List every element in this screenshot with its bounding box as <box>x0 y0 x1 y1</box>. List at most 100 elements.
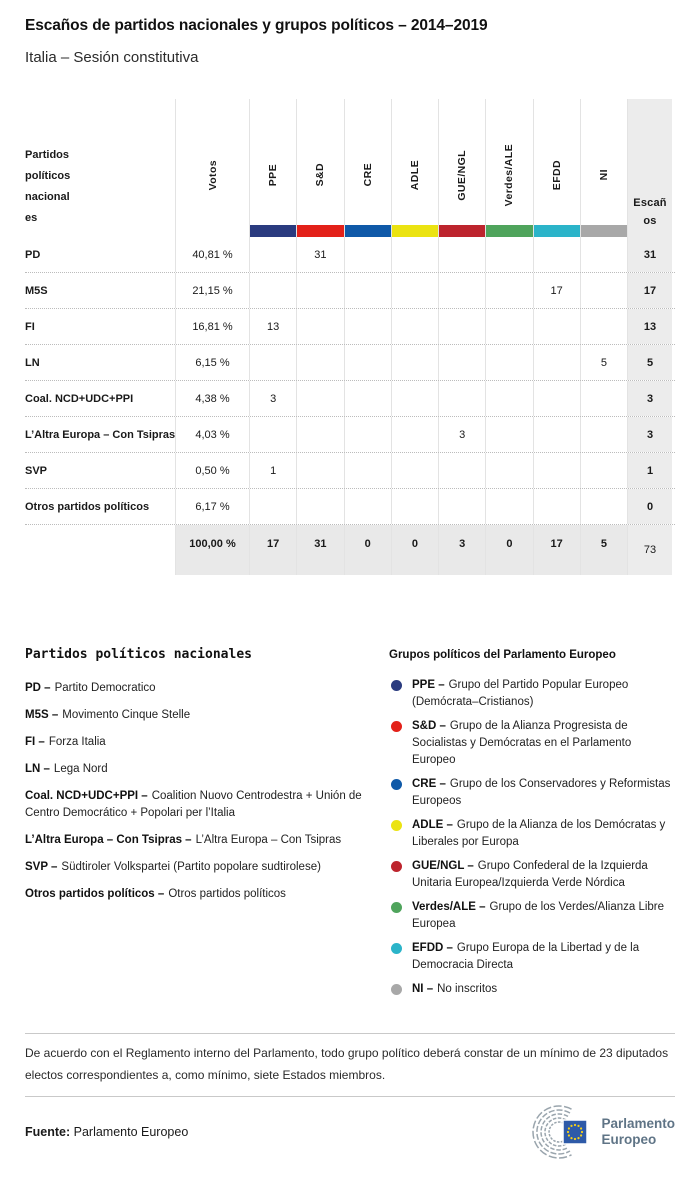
seat-cell <box>485 309 532 344</box>
votes-cell: 16,81 % <box>175 309 249 344</box>
votes-cell: 6,15 % <box>175 345 249 380</box>
seat-cell <box>343 381 391 416</box>
table-header-row: Partidos políticos nacionales Votos PPE … <box>25 99 675 237</box>
group-color-dot <box>391 779 402 790</box>
european-parliament-logo: Parlamento Europeo <box>526 1105 675 1159</box>
seat-cell <box>343 417 391 452</box>
table-total-row: 100,00 % 17 31 0 0 3 0 17 5 73 <box>25 525 675 575</box>
source-label: Fuente: <box>25 1125 71 1140</box>
party-name: SVP <box>25 464 48 477</box>
group-column-header-efdd: EFDD <box>532 99 580 237</box>
total-seats-cell: 31 <box>627 237 672 272</box>
votes-cell: 6,17 % <box>175 489 249 524</box>
total-votes-cell: 100,00 % <box>175 525 249 575</box>
group-column-header-cre: CRE <box>343 99 391 237</box>
seat-cell <box>390 309 438 344</box>
seat-cell <box>296 309 343 344</box>
table-row: PD 40,81 % 31 31 <box>25 237 675 273</box>
seat-cell <box>579 237 627 272</box>
seat-cell: 17 <box>532 273 580 308</box>
group-column-header-ni: NI <box>579 99 627 237</box>
legend-item: CRE – Grupo de los Conservadores y Reform… <box>389 776 675 810</box>
group-column-header-sd: S&D <box>296 99 344 237</box>
group-color-bar <box>250 225 297 237</box>
votes-cell: 4,38 % <box>175 381 249 416</box>
group-color-dot <box>391 680 402 691</box>
group-color-dot <box>391 943 402 954</box>
votes-column-header: Votos <box>175 99 249 237</box>
party-name: LN <box>25 356 40 369</box>
seat-cell <box>532 237 580 272</box>
legend-item: M5S – Movimento Cinque Stelle <box>25 709 191 721</box>
legend-item: PD – Partito Democratico <box>25 682 156 694</box>
group-column-header-guengl: GUE/NGL <box>438 99 486 237</box>
party-column-header-label: Partidos políticos nacionales <box>25 149 71 224</box>
party-name: Coal. NCD+UDC+PPI <box>25 392 134 405</box>
group-column-header-adle: ADLE <box>390 99 438 237</box>
seat-cell <box>532 381 580 416</box>
total-seats-cell: 17 <box>627 273 672 308</box>
seat-cell <box>249 237 296 272</box>
seat-cell: 5 <box>579 345 627 380</box>
group-color-dot <box>391 984 402 995</box>
seat-cell <box>532 489 580 524</box>
total-group-seat-cell: 3 <box>438 525 486 575</box>
seat-cell <box>390 417 438 452</box>
national-parties-legend-title: Partidos políticos nacionales <box>25 647 252 662</box>
total-group-seat-cell: 31 <box>296 525 344 575</box>
seat-cell <box>296 273 343 308</box>
party-column-header: Partidos políticos nacionales <box>25 99 175 237</box>
legend-item: Verdes/ALE – Grupo de los Verdes/Alianza … <box>389 899 675 933</box>
seat-cell <box>485 489 532 524</box>
seat-cell <box>343 345 391 380</box>
total-seats-cell: 5 <box>627 345 672 380</box>
logo-wordmark: Parlamento Europeo <box>601 1116 675 1148</box>
group-color-bar <box>391 225 438 237</box>
votes-cell: 40,81 % <box>175 237 249 272</box>
legend-item: GUE/NGL – Grupo Confederal de la Izquierd… <box>389 858 675 892</box>
group-color-dot <box>391 721 402 732</box>
page-subtitle: Italia – Sesión constitutiva <box>25 49 199 66</box>
party-name: FI <box>25 320 35 333</box>
seat-cell <box>343 273 391 308</box>
seat-cell: 1 <box>249 453 296 488</box>
group-column-header-ppe: PPE <box>249 99 297 237</box>
seat-cell <box>579 417 627 452</box>
seat-cell <box>485 273 532 308</box>
seats-column-header: Escaños <box>627 99 672 237</box>
seat-cell <box>579 489 627 524</box>
seat-cell <box>532 345 580 380</box>
page-title: Escaños de partidos nacionales y grupos … <box>25 17 488 34</box>
group-color-bar <box>486 225 533 237</box>
total-seats-cell: 0 <box>627 489 672 524</box>
seat-cell <box>438 309 485 344</box>
group-color-dot <box>391 902 402 913</box>
group-color-dot <box>391 861 402 872</box>
footnote: De acuerdo con el Reglamento interno del… <box>25 1046 669 1082</box>
seat-cell <box>485 345 532 380</box>
seat-cell <box>485 381 532 416</box>
seat-cell <box>485 237 532 272</box>
legend-item: ADLE – Grupo de la Alianza de los Demócra… <box>389 817 675 851</box>
total-seats-cell: 1 <box>627 453 672 488</box>
group-column-header-verdesale: Verdes/ALE <box>485 99 533 237</box>
seat-cell <box>249 489 296 524</box>
legend-item: S&D – Grupo de la Alianza Progresista de … <box>389 718 675 769</box>
table-row: SVP 0,50 % 1 1 <box>25 453 675 489</box>
table-row: LN 6,15 % 5 5 <box>25 345 675 381</box>
total-group-seat-cell: 5 <box>579 525 627 575</box>
seat-cell <box>296 345 343 380</box>
political-groups-legend-title: Grupos políticos del Parlamento Europeo <box>389 649 616 661</box>
group-color-bar <box>580 225 627 237</box>
total-seats-cell: 3 <box>627 381 672 416</box>
seat-cell <box>296 489 343 524</box>
group-color-bar <box>439 225 486 237</box>
legend-item: PPE – Grupo del Partido Popular Europeo (… <box>389 677 675 711</box>
seat-cell <box>485 453 532 488</box>
seat-cell <box>579 309 627 344</box>
seat-cell: 3 <box>249 381 296 416</box>
seat-cell <box>532 417 580 452</box>
seat-cell <box>485 417 532 452</box>
seat-cell <box>390 237 438 272</box>
